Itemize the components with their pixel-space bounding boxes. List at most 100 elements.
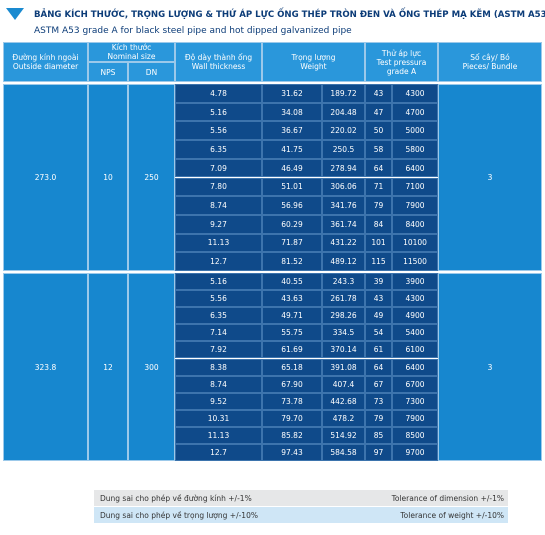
- data-cell: 6100: [392, 341, 438, 359]
- cell-text: 43: [373, 88, 384, 98]
- cell-text: 10.31: [207, 413, 230, 423]
- cell-text: 8500: [405, 430, 425, 440]
- cell-text: 306.06: [330, 182, 357, 192]
- data-cell: 442.68: [322, 392, 365, 410]
- cell-text: 3900: [405, 277, 425, 287]
- cell-text: 514.92: [330, 430, 357, 440]
- data-cell: 65.18: [262, 358, 322, 376]
- cell-text: 40.55: [281, 277, 303, 287]
- cell-text: 81.52: [281, 257, 303, 267]
- data-cell: 584.58: [322, 444, 365, 462]
- cell-text: 67: [373, 379, 384, 389]
- data-cell: 49.71: [262, 307, 322, 325]
- data-cell: 6.35: [175, 140, 262, 159]
- cell-text: 46.49: [281, 163, 303, 173]
- cell-text: 278.94: [330, 163, 357, 173]
- cell-text: 60.29: [281, 219, 303, 229]
- data-cell: 8.38: [175, 358, 262, 376]
- cell-text: 12.7: [210, 448, 227, 458]
- cell-text: 11.13: [207, 430, 230, 440]
- cell-text: 4.78: [210, 88, 227, 98]
- data-cell: 61: [365, 341, 392, 359]
- data-cell: 8.74: [175, 375, 262, 393]
- data-cell: 43: [365, 290, 392, 308]
- data-cell: 431.22: [322, 233, 365, 253]
- cell-text: 79.70: [281, 413, 303, 423]
- data-cell: 4900: [392, 307, 438, 325]
- cell-text: 489.12: [330, 257, 357, 267]
- cell-text: 8400: [405, 219, 425, 229]
- data-cell: 261.78: [322, 290, 365, 308]
- data-cell: 58: [365, 140, 392, 159]
- data-cell: 5400: [392, 324, 438, 342]
- data-cell: 71.87: [262, 233, 322, 253]
- cell-text: 43: [373, 294, 384, 304]
- cell-text: 5000: [405, 126, 425, 136]
- cell-text: 97: [373, 448, 384, 458]
- data-cell: 67: [365, 375, 392, 393]
- data-cell: 61.69: [262, 341, 322, 359]
- data-cell: 4300: [392, 84, 438, 103]
- data-cell: 81.52: [262, 252, 322, 271]
- cell-text: Test pressura: [376, 57, 427, 67]
- data-cell: 55.75: [262, 324, 322, 342]
- cell-text: 31.62: [281, 88, 303, 98]
- cell-text: 36.67: [281, 126, 303, 136]
- outside-diameter: 323.8: [3, 273, 88, 462]
- cell-text: 85.82: [281, 430, 303, 440]
- cell-text: 478.2: [332, 413, 355, 423]
- cell-text: 243.3: [332, 277, 355, 287]
- cell-text: 73.78: [281, 396, 303, 406]
- data-cell: 31.62: [262, 84, 322, 103]
- data-cell: 204.48: [322, 102, 365, 122]
- data-cell: 101: [365, 233, 392, 253]
- data-cell: 6.35: [175, 307, 262, 325]
- note-text: Tolerance of dimension +/-1%: [391, 494, 504, 503]
- cell-text: 5.16: [210, 277, 227, 287]
- header-cell: Số cây/ Bó Pieces/ Bundle: [438, 42, 542, 82]
- data-cell: 85.82: [262, 426, 322, 444]
- data-cell: 391.08: [322, 358, 365, 376]
- cell-text: 189.72: [330, 88, 357, 98]
- data-cell: 73.78: [262, 392, 322, 410]
- cell-text: 50: [373, 126, 384, 136]
- cell-text: 7.80: [210, 182, 227, 192]
- cell-text: 10: [103, 173, 113, 182]
- cell-text: 407.4: [332, 379, 355, 389]
- data-cell: 40.55: [262, 273, 322, 291]
- cell-text: NPS: [100, 67, 116, 77]
- cell-text: 115: [371, 257, 386, 267]
- cell-text: 250.5: [332, 144, 355, 154]
- cell-text: 11500: [403, 257, 427, 267]
- cell-text: 56.96: [281, 201, 303, 211]
- data-cell: 79: [365, 409, 392, 427]
- cell-text: 6100: [405, 345, 425, 355]
- cell-text: 58: [373, 144, 384, 154]
- data-cell: 341.76: [322, 196, 365, 215]
- data-cell: 478.2: [322, 409, 365, 427]
- cell-text: 79: [373, 413, 384, 423]
- data-cell: 514.92: [322, 426, 365, 444]
- data-cell: 334.5: [322, 324, 365, 342]
- data-cell: 4300: [392, 290, 438, 308]
- data-cell: 220.02: [322, 121, 365, 141]
- data-cell: 73: [365, 392, 392, 410]
- cell-text: 261.78: [330, 294, 357, 304]
- data-cell: 84: [365, 214, 392, 234]
- data-cell: 47: [365, 102, 392, 122]
- cell-text: 67.90: [281, 379, 303, 389]
- data-cell: 3900: [392, 273, 438, 291]
- data-cell: 5.56: [175, 290, 262, 308]
- cell-text: Nominal size: [107, 52, 156, 61]
- data-cell: 5.16: [175, 273, 262, 291]
- cell-text: 61: [373, 345, 384, 355]
- data-cell: 64: [365, 158, 392, 178]
- data-cell: 56.96: [262, 196, 322, 215]
- cell-text: Pieces/ Bundle: [462, 62, 518, 71]
- data-cell: 5.56: [175, 121, 262, 141]
- cell-text: DN: [145, 67, 158, 77]
- cell-text: 7300: [405, 396, 425, 406]
- cell-text: 41.75: [281, 144, 303, 154]
- cell-text: 300: [144, 362, 159, 372]
- header-cell: Trọng lượng Weight: [262, 42, 365, 82]
